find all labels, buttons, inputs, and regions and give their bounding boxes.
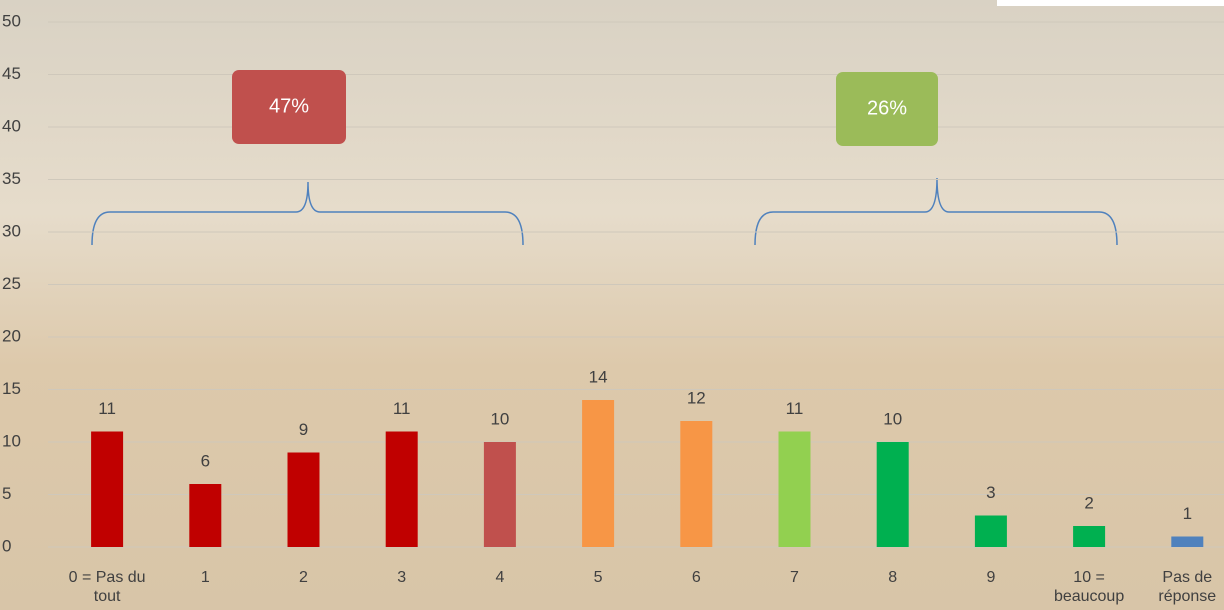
x-tick-label: 9	[986, 569, 996, 586]
bar	[189, 484, 222, 547]
bar	[1171, 536, 1204, 547]
data-label: 9	[299, 420, 308, 439]
y-tick-label: 10	[2, 431, 21, 450]
y-tick-label: 5	[2, 484, 11, 503]
y-tick-label: 40	[2, 116, 21, 135]
data-label: 11	[98, 399, 116, 418]
y-tick-label: 25	[2, 274, 21, 293]
bar	[385, 431, 418, 547]
x-tick-label: 1	[200, 569, 210, 586]
y-tick-label: 20	[2, 326, 21, 345]
data-label: 10	[883, 409, 902, 428]
bar	[680, 421, 713, 547]
data-label: 12	[687, 388, 706, 407]
brace	[754, 177, 1118, 246]
data-label: 1	[1183, 504, 1192, 523]
y-tick-label: 45	[2, 64, 21, 83]
brace	[91, 181, 524, 246]
data-label: 11	[393, 399, 411, 418]
data-label: 10	[490, 409, 509, 428]
annotation-box	[232, 70, 346, 144]
bar	[778, 431, 811, 547]
data-label: 2	[1084, 493, 1093, 512]
y-tick-label: 15	[2, 379, 21, 398]
x-tick-label: 7	[790, 569, 799, 586]
bar	[1073, 526, 1106, 547]
bar	[91, 431, 124, 547]
x-tick-label: 2	[299, 569, 308, 586]
bar	[483, 442, 516, 547]
bar	[876, 442, 909, 547]
data-label: 11	[786, 399, 804, 418]
bar	[974, 515, 1007, 547]
x-tick-label: 4	[495, 569, 505, 586]
y-tick-label: 50	[2, 11, 21, 30]
x-tick-label: 10 = beaucoup	[1053, 569, 1125, 605]
x-tick-label: Pas de réponse	[1158, 569, 1217, 605]
data-label: 3	[986, 483, 995, 502]
corner-patch	[997, 0, 1224, 6]
annotation-text: 47%	[269, 95, 309, 117]
annotation-box	[836, 72, 938, 146]
x-tick-label: 0 = Pas du tout	[68, 569, 146, 605]
x-tick-label: 6	[691, 569, 701, 586]
x-tick-label: 5	[593, 569, 603, 586]
bar	[582, 400, 615, 547]
data-label: 14	[589, 367, 608, 386]
y-tick-label: 35	[2, 169, 21, 188]
bar	[287, 452, 320, 547]
x-tick-label: 3	[397, 569, 407, 586]
data-label: 6	[201, 451, 210, 470]
x-tick-label: 8	[888, 569, 898, 586]
annotation-text: 26%	[867, 97, 907, 119]
y-tick-label: 0	[2, 536, 11, 555]
y-tick-label: 30	[2, 221, 21, 240]
